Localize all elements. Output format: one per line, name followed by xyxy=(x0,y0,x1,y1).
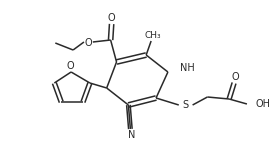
Text: N: N xyxy=(128,130,135,140)
Text: OH: OH xyxy=(256,99,271,109)
Text: O: O xyxy=(231,72,239,82)
Text: O: O xyxy=(84,38,92,48)
Text: NH: NH xyxy=(180,63,195,73)
Text: O: O xyxy=(66,61,74,71)
Text: O: O xyxy=(108,13,115,23)
Text: S: S xyxy=(183,100,189,110)
Text: CH₃: CH₃ xyxy=(145,30,161,40)
